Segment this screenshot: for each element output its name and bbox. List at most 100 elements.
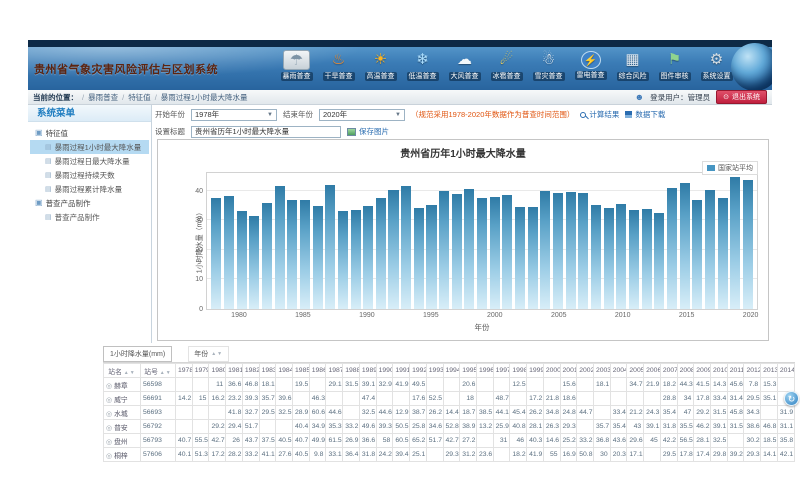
sort-icons[interactable]: ▲▼ (124, 370, 136, 376)
breadcrumb-separator: / (122, 93, 124, 102)
breadcrumb-bar: 当前的位置： /暴雨普查/特征值/暴雨过程1小时最大降水量 ☻ 登录用户：管理员… (28, 90, 772, 105)
tree-item[interactable]: ▤暴雨过程日最大降水量 (30, 154, 149, 168)
bar-2000[interactable] (490, 197, 500, 309)
bar-2011[interactable] (629, 210, 639, 309)
bar-2007[interactable] (578, 193, 588, 309)
station-id-header[interactable]: 站号 ▲▼ (141, 364, 176, 378)
bar-2012[interactable] (642, 209, 652, 309)
bar-1984[interactable] (287, 200, 297, 309)
tree-group[interactable]: ▣特征值 (30, 126, 149, 140)
nav-item-drought[interactable]: ♨干旱普查 (319, 50, 358, 81)
bar-2005[interactable] (553, 193, 563, 309)
bar-1999[interactable] (477, 198, 487, 309)
bar-2014[interactable] (667, 188, 677, 310)
floating-refresh-button[interactable]: ↻ (784, 391, 799, 406)
value-cell (192, 378, 209, 392)
start-year-select[interactable]: 1978年 ▼ (191, 109, 277, 121)
bar-1983[interactable] (275, 186, 285, 309)
value-cell: 14.4 (443, 406, 460, 420)
nav-item-hail[interactable]: ☄冰雹普查 (487, 50, 526, 81)
nav-item-lightning[interactable]: ⚡雷电普查 (571, 50, 610, 81)
row-radio-icon[interactable]: ◎ (106, 425, 112, 432)
login-user-label: 登录用户：管理员 (650, 92, 710, 103)
value-cell: 31.8 (660, 420, 677, 434)
bar-2013[interactable] (654, 213, 664, 309)
year-sort-header[interactable]: 年份 ▲▼ (188, 346, 229, 362)
breadcrumb-item[interactable]: 暴雨普查 (88, 93, 118, 102)
value-cell: 32.5 (359, 406, 376, 420)
bar-1997[interactable] (452, 194, 462, 309)
table-row: ◎威宁5669114.21516.223.239.335.739.646.347… (104, 392, 795, 406)
bar-1978[interactable] (211, 198, 221, 309)
bar-2002[interactable] (515, 207, 525, 309)
tree-item[interactable]: ▤普查产品制作 (30, 210, 149, 224)
bar-1995[interactable] (426, 205, 436, 309)
bar-2006[interactable] (566, 192, 576, 309)
bar-1992[interactable] (388, 190, 398, 309)
bar-1996[interactable] (439, 191, 449, 309)
bar-2001[interactable] (502, 195, 512, 309)
nav-item-composite-risk[interactable]: ▦综合风险 (613, 50, 652, 81)
chart-title-input[interactable] (191, 126, 341, 138)
end-year-select[interactable]: 2020年 ▼ (319, 109, 405, 121)
tree-item[interactable]: ▤暴雨过程累计降水量 (30, 182, 149, 196)
bar-1998[interactable] (464, 189, 474, 309)
row-radio-icon[interactable]: ◎ (106, 439, 112, 446)
lightning-icon: ⚡ (581, 51, 601, 69)
save-image-button[interactable]: 保存图片 (347, 126, 389, 137)
bar-1981[interactable] (249, 216, 259, 309)
value-cell: 29.1 (326, 378, 343, 392)
bar-1987[interactable] (325, 185, 335, 309)
bar-2003[interactable] (528, 207, 538, 309)
value-cell: 39.6 (276, 392, 293, 406)
bar-2016[interactable] (692, 200, 702, 309)
bar-2010[interactable] (616, 204, 626, 309)
logout-button[interactable]: ⊙ 退出系统 (716, 90, 767, 104)
nav-item-low-temp[interactable]: ❄低温普查 (403, 50, 442, 81)
x-tick-label: 2015 (679, 312, 695, 319)
bar-1980[interactable] (237, 211, 247, 309)
bar-2019[interactable] (730, 177, 740, 309)
bar-1979[interactable] (224, 196, 234, 309)
bar-1985[interactable] (300, 200, 310, 309)
x-tick-label: 2020 (743, 312, 759, 319)
tree-item[interactable]: ▤暴雨过程1小时最大降水量 (30, 140, 149, 154)
bar-2004[interactable] (540, 191, 550, 309)
breadcrumb-item[interactable]: 暴雨过程1小时最大降水量 (161, 93, 248, 102)
bar-2020[interactable] (743, 180, 753, 309)
bar-2009[interactable] (604, 208, 614, 309)
value-cell: 24.8 (560, 406, 577, 420)
bar-2008[interactable] (591, 205, 601, 309)
value-cell: 23.6 (476, 448, 493, 462)
breadcrumb-item[interactable]: 特征值 (128, 93, 151, 102)
bar-1989[interactable] (351, 210, 361, 309)
bar-1990[interactable] (363, 206, 373, 309)
station-name-header[interactable]: 站名 ▲▼ (104, 364, 141, 378)
sort-icons[interactable]: ▲▼ (211, 351, 223, 357)
tree-group[interactable]: ▣普查产品制作 (30, 196, 149, 210)
bar-1982[interactable] (262, 203, 272, 309)
nav-item-wind[interactable]: ☁大风普查 (445, 50, 484, 81)
tree-item[interactable]: ▤暴雨过程持续天数 (30, 168, 149, 182)
bar-1993[interactable] (401, 186, 411, 309)
row-radio-icon[interactable]: ◎ (106, 453, 112, 460)
sort-icons[interactable]: ▲▼ (160, 370, 172, 376)
row-radio-icon[interactable]: ◎ (106, 383, 112, 390)
nav-item-high-temp[interactable]: ☀高温普查 (361, 50, 400, 81)
calculate-button[interactable]: 计算结果 (580, 109, 619, 120)
row-radio-icon[interactable]: ◎ (106, 397, 112, 404)
nav-item-snow[interactable]: ☃雪灾普查 (529, 50, 568, 81)
bar-2017[interactable] (705, 190, 715, 309)
nav-item-rainstorm[interactable]: ☂暴雨普查 (277, 50, 316, 81)
value-cell (443, 392, 460, 406)
bar-2015[interactable] (680, 183, 690, 309)
bar-1986[interactable] (313, 206, 323, 309)
bar-1994[interactable] (414, 208, 424, 309)
bar-1988[interactable] (338, 211, 348, 309)
row-radio-icon[interactable]: ◎ (106, 411, 112, 418)
download-data-button[interactable]: 数据下载 (625, 109, 665, 120)
nav-item-map-review[interactable]: ⚑图件审核 (655, 50, 694, 81)
bar-2018[interactable] (718, 198, 728, 309)
value-cell: 16.2 (209, 392, 226, 406)
bar-1991[interactable] (376, 198, 386, 309)
